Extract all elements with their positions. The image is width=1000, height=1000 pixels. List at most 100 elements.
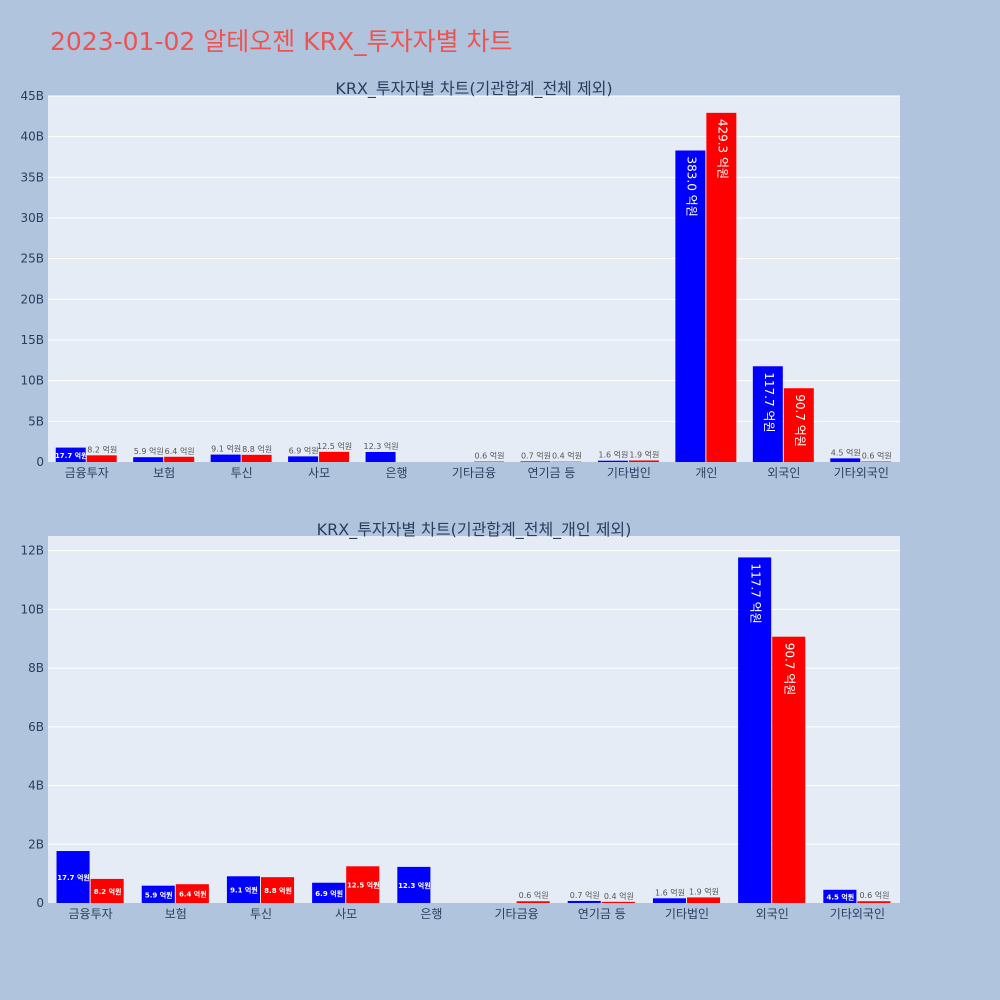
x-tick-label: 개인 xyxy=(695,466,717,480)
data-label: 383.0 억원 xyxy=(684,156,698,216)
y-tick-label: 40B xyxy=(20,130,44,144)
data-label: 4.5 억원 xyxy=(827,892,855,901)
page-title: 2023-01-02 알테오젠 KRX_투자자별 차트 xyxy=(50,27,513,56)
bar xyxy=(857,901,891,903)
bar xyxy=(55,447,86,462)
x-tick-label: 기타외국인 xyxy=(830,907,885,921)
x-tick-label: 연기금 등 xyxy=(578,907,626,921)
data-label: 0.6 억원 xyxy=(862,451,892,461)
chart-title: KRX_투자자별 차트(기관합계_전체 제외) xyxy=(335,79,612,99)
bar xyxy=(261,877,295,903)
data-label: 0.4 억원 xyxy=(552,451,582,461)
data-label: 4.5 억원 xyxy=(831,447,861,457)
x-tick-label: 연기금 등 xyxy=(527,466,575,480)
y-tick-label: 4B xyxy=(28,779,44,793)
bar xyxy=(516,901,550,903)
data-label: 117.7 억원 xyxy=(749,563,763,623)
y-tick-label: 45B xyxy=(20,89,44,103)
data-label: 9.1 억원 xyxy=(211,444,241,454)
data-label: 8.2 억원 xyxy=(94,887,122,896)
bar xyxy=(738,557,772,903)
x-tick-label: 보험 xyxy=(165,907,187,921)
y-tick-label: 6B xyxy=(28,720,44,734)
bar xyxy=(319,451,350,462)
chart-title: KRX_투자자별 차트(기관합계_전체_개인 제외) xyxy=(317,520,632,540)
bar xyxy=(652,898,686,903)
data-label: 6.4 억원 xyxy=(179,890,207,899)
bar xyxy=(312,882,346,903)
data-label: 5.9 억원 xyxy=(134,446,164,456)
x-tick-label: 투신 xyxy=(250,907,272,921)
data-label: 1.6 억원 xyxy=(598,450,628,460)
data-label: 0.7 억원 xyxy=(521,450,551,460)
x-tick-label: 외국인 xyxy=(767,466,800,480)
x-tick-label: 투신 xyxy=(231,466,253,480)
data-label: 0.7 억원 xyxy=(570,890,600,900)
bar xyxy=(601,901,635,903)
bar xyxy=(210,454,241,462)
bar xyxy=(288,456,319,462)
data-label: 0.4 억원 xyxy=(604,891,634,901)
y-tick-label: 0 xyxy=(36,896,44,910)
data-label: 1.9 억원 xyxy=(689,886,719,896)
x-tick-label: 금융투자 xyxy=(69,907,113,921)
bar xyxy=(597,460,628,462)
y-tick-label: 30B xyxy=(20,211,44,225)
bar xyxy=(783,388,814,462)
data-label: 0.6 억원 xyxy=(859,890,889,900)
data-label: 12.3 억원 xyxy=(364,441,399,451)
data-label: 0.6 억원 xyxy=(519,890,549,900)
bar xyxy=(397,866,431,903)
x-tick-label: 기타금융 xyxy=(452,466,496,480)
data-label: 12.3 억원 xyxy=(398,881,431,890)
x-tick-label: 기타금융 xyxy=(495,907,539,921)
bar xyxy=(241,454,272,462)
bar xyxy=(56,851,90,903)
x-tick-label: 외국인 xyxy=(756,907,789,921)
x-tick-label: 사모 xyxy=(308,466,330,480)
data-label: 12.5 억원 xyxy=(317,441,352,451)
bar xyxy=(175,884,209,903)
bar xyxy=(141,885,175,903)
bar xyxy=(226,876,260,903)
y-tick-label: 25B xyxy=(20,252,44,266)
x-tick-label: 은행 xyxy=(385,465,407,480)
y-tick-label: 2B xyxy=(28,837,44,851)
y-tick-label: 15B xyxy=(20,333,44,347)
data-label: 6.9 억원 xyxy=(315,889,343,898)
y-tick-label: 10B xyxy=(20,602,44,616)
data-label: 429.3 억원 xyxy=(715,119,729,179)
x-tick-label: 사모 xyxy=(335,907,357,921)
data-label: 0.6 억원 xyxy=(474,451,504,461)
y-tick-label: 35B xyxy=(20,170,44,184)
bar xyxy=(628,460,659,462)
data-label: 8.8 억원 xyxy=(264,886,292,895)
y-tick-label: 0 xyxy=(36,455,44,469)
bar xyxy=(164,456,195,462)
data-label: 6.9 억원 xyxy=(289,445,319,455)
y-tick-label: 20B xyxy=(20,292,44,306)
y-tick-label: 8B xyxy=(28,661,44,675)
data-label: 90.7 억원 xyxy=(793,394,807,447)
bar xyxy=(823,889,857,903)
x-tick-label: 보험 xyxy=(153,466,175,480)
y-tick-label: 10B xyxy=(20,374,44,388)
data-label: 8.2 억원 xyxy=(87,444,117,454)
y-tick-label: 12B xyxy=(20,544,44,558)
y-tick-label: 5B xyxy=(28,414,44,428)
bar xyxy=(520,461,551,462)
bar xyxy=(365,451,396,462)
bar xyxy=(346,866,380,903)
x-tick-label: 기타법인 xyxy=(665,907,709,921)
bar xyxy=(90,878,124,903)
bar xyxy=(133,457,164,462)
bar xyxy=(752,366,783,462)
data-label: 117.7 억원 xyxy=(762,372,776,432)
data-label: 5.9 억원 xyxy=(145,890,173,899)
data-label: 8.8 억원 xyxy=(242,444,272,454)
bar xyxy=(830,458,861,462)
x-tick-label: 기타법인 xyxy=(607,466,651,480)
bar xyxy=(86,455,117,462)
bar xyxy=(772,636,806,903)
